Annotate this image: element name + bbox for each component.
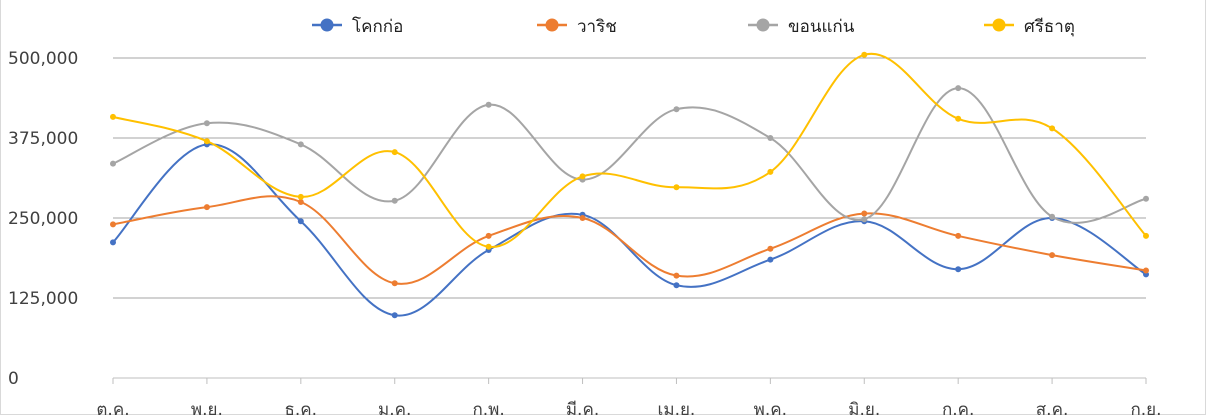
data-point <box>110 239 116 246</box>
legend-swatch-marker <box>992 18 1006 32</box>
y-tick-label: 0 <box>8 369 19 389</box>
series-2 <box>110 195 1149 287</box>
data-point <box>110 221 116 228</box>
data-point <box>203 138 210 145</box>
legend-item: โคกก่อ <box>312 16 403 37</box>
data-point <box>1143 267 1149 274</box>
data-point <box>579 173 586 180</box>
data-point <box>485 243 492 250</box>
series-4 <box>110 51 1149 250</box>
x-tick-label: มี.ค. <box>566 400 599 417</box>
legend-item: วาริช <box>537 17 617 37</box>
gridlines <box>112 57 1147 384</box>
legend-label: ศรีธาตุ <box>1024 17 1075 37</box>
data-point <box>391 280 398 287</box>
data-point <box>391 149 398 156</box>
data-point <box>673 184 680 191</box>
data-point <box>110 113 116 120</box>
legend-swatch-marker <box>320 18 334 32</box>
data-point <box>485 232 492 239</box>
y-tick-label: 500,000 <box>8 49 78 69</box>
x-tick-label: ธ.ค. <box>285 400 318 417</box>
y-tick-label: 250,000 <box>8 209 78 229</box>
data-point <box>673 106 680 113</box>
data-point <box>203 204 210 211</box>
legend: โคกก่อ วาริช ขอนแก่น ศรีธาตุ <box>312 16 1075 37</box>
data-point <box>297 199 304 205</box>
data-point <box>861 216 868 223</box>
legend-label: วาริช <box>577 17 617 37</box>
data-point <box>391 312 398 319</box>
legend-swatch-marker <box>545 18 559 32</box>
x-tick-label: ก.พ. <box>472 400 504 417</box>
data-point <box>767 135 774 141</box>
data-point <box>297 141 304 148</box>
data-point <box>955 232 962 239</box>
legend-swatch-marker <box>756 18 770 32</box>
data-point <box>1049 213 1056 220</box>
x-tick-label: พ.ค. <box>754 400 787 417</box>
data-point <box>297 218 304 225</box>
data-point <box>110 160 116 167</box>
data-point <box>297 193 304 200</box>
legend-label: โคกก่อ <box>352 16 403 37</box>
data-point <box>673 272 680 279</box>
data-point <box>861 51 868 58</box>
x-tick-label: ม.ค. <box>378 400 411 417</box>
legend-item: ศรีธาตุ <box>984 17 1075 37</box>
data-point <box>1143 232 1149 239</box>
series-line <box>112 87 1147 224</box>
data-point <box>861 210 868 217</box>
y-axis-tick-labels: 0 125,000 250,000 375,000 500,000 <box>8 49 78 389</box>
data-point <box>767 245 774 252</box>
series-1 <box>110 141 1149 319</box>
data-point <box>1049 125 1056 132</box>
data-point <box>485 101 492 108</box>
x-tick-label: ต.ค. <box>96 400 129 417</box>
series-lines <box>110 51 1149 319</box>
y-tick-label: 125,000 <box>8 289 78 309</box>
x-tick-label: พ.ย. <box>191 400 223 417</box>
series-3 <box>110 85 1149 224</box>
data-point <box>767 256 774 263</box>
data-point <box>955 115 962 122</box>
data-point <box>391 197 398 204</box>
data-point <box>955 266 962 273</box>
x-axis-tick-labels: ต.ค. พ.ย. ธ.ค. ม.ค. ก.พ. มี.ค. เม.ย. พ.ค. มิ.ย. ก… <box>96 400 1161 417</box>
data-point <box>673 282 680 289</box>
legend-label: ขอนแก่น <box>788 17 855 37</box>
y-tick-label: 375,000 <box>8 129 78 149</box>
x-tick-label: ส.ค. <box>1036 400 1069 417</box>
x-tick-label: ก.ค. <box>942 400 974 417</box>
x-tick-label: มิ.ย. <box>848 400 880 417</box>
series-line <box>112 143 1147 317</box>
data-point <box>1143 195 1149 202</box>
x-tick-label: ก.ย. <box>1130 400 1161 417</box>
x-tick-label: เม.ย. <box>658 400 696 417</box>
legend-item: ขอนแก่น <box>748 17 855 37</box>
series-line <box>112 195 1147 285</box>
data-point <box>203 120 210 127</box>
data-point <box>579 215 586 221</box>
data-point <box>955 85 962 92</box>
data-point <box>1049 252 1056 259</box>
data-point <box>767 168 774 175</box>
